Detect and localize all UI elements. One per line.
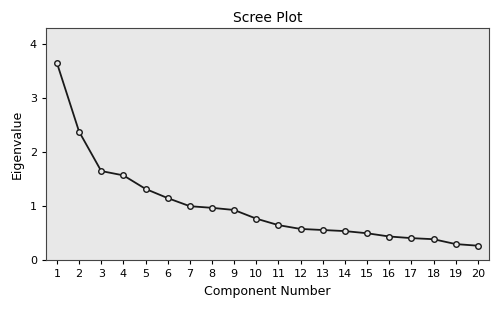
Y-axis label: Eigenvalue: Eigenvalue [11,109,24,179]
Title: Scree Plot: Scree Plot [232,11,302,25]
X-axis label: Component Number: Component Number [204,285,330,298]
